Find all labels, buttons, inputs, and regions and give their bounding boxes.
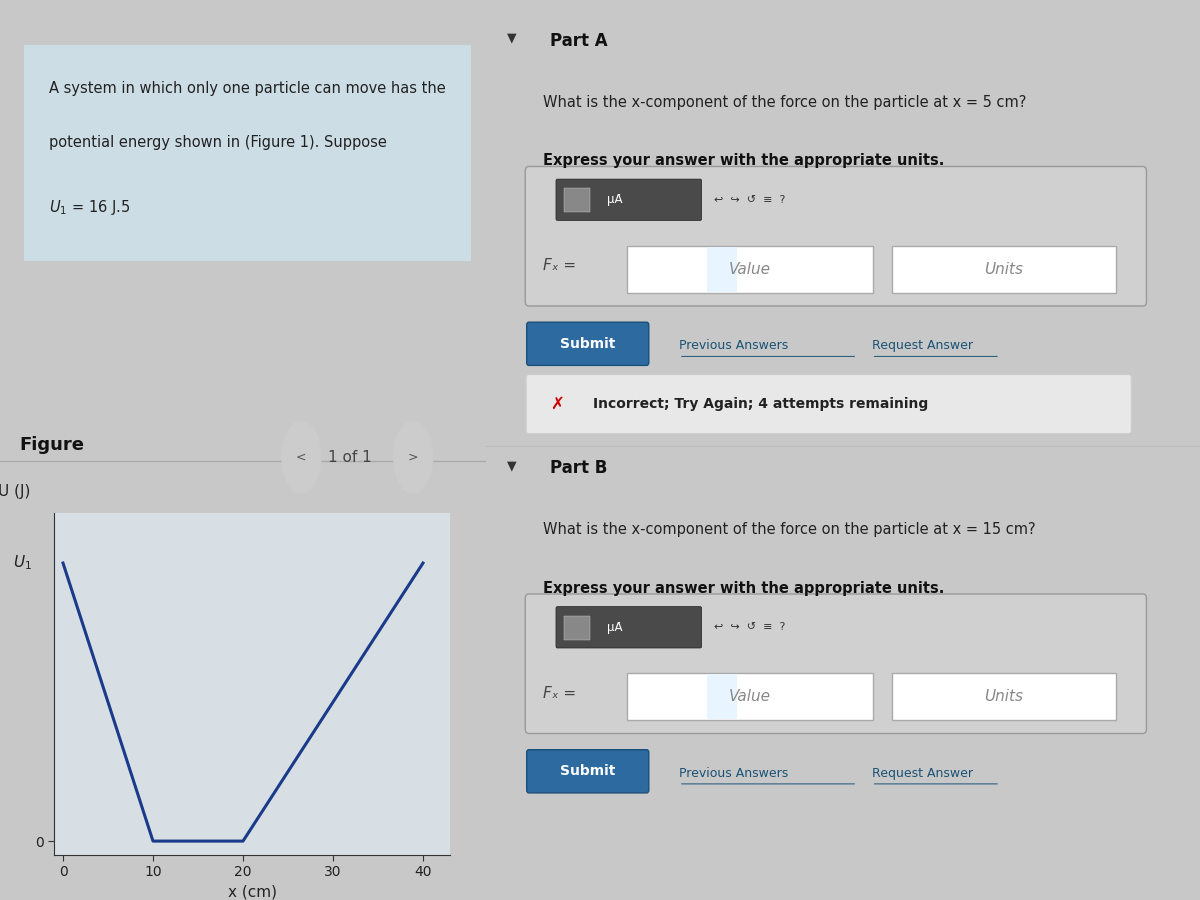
Text: μȦ: μȦ xyxy=(607,194,623,206)
Text: <: < xyxy=(296,451,306,464)
Text: Request Answer: Request Answer xyxy=(871,339,972,352)
Text: Part A: Part A xyxy=(551,32,608,50)
Text: Value: Value xyxy=(730,262,772,276)
Text: What is the x-component of the force on the particle at x = 5 cm?: What is the x-component of the force on … xyxy=(544,94,1026,110)
X-axis label: x (cm): x (cm) xyxy=(228,885,276,900)
FancyBboxPatch shape xyxy=(892,246,1116,292)
FancyBboxPatch shape xyxy=(564,188,590,212)
Text: A system in which only one particle can move has the: A system in which only one particle can … xyxy=(49,81,445,96)
Text: ▼: ▼ xyxy=(508,459,517,472)
FancyBboxPatch shape xyxy=(526,166,1146,306)
Text: Express your answer with the appropriate units.: Express your answer with the appropriate… xyxy=(544,153,944,168)
Text: ↩  ↪  ↺  ≡  ?: ↩ ↪ ↺ ≡ ? xyxy=(714,194,786,205)
Text: >: > xyxy=(408,451,419,464)
FancyBboxPatch shape xyxy=(892,673,1116,720)
Text: μȦ: μȦ xyxy=(607,621,623,634)
Text: Units: Units xyxy=(984,689,1024,704)
Text: ↩  ↪  ↺  ≡  ?: ↩ ↪ ↺ ≡ ? xyxy=(714,622,786,633)
Text: Express your answer with the appropriate units.: Express your answer with the appropriate… xyxy=(544,580,944,596)
FancyBboxPatch shape xyxy=(527,322,649,365)
Y-axis label: U (J): U (J) xyxy=(0,484,30,500)
Text: 1 of 1: 1 of 1 xyxy=(328,450,372,464)
Text: Figure: Figure xyxy=(19,436,84,454)
Circle shape xyxy=(394,421,432,493)
Text: Previous Answers: Previous Answers xyxy=(679,767,788,779)
FancyBboxPatch shape xyxy=(707,247,737,292)
FancyBboxPatch shape xyxy=(564,616,590,640)
Text: Value: Value xyxy=(730,689,772,704)
FancyBboxPatch shape xyxy=(24,45,472,261)
FancyBboxPatch shape xyxy=(707,674,737,719)
Text: Fₓ =: Fₓ = xyxy=(544,258,576,273)
Circle shape xyxy=(282,421,320,493)
FancyBboxPatch shape xyxy=(526,594,1146,733)
Text: Previous Answers: Previous Answers xyxy=(679,339,788,352)
Text: ▼: ▼ xyxy=(508,32,517,44)
Text: potential energy shown in (Figure 1). Suppose: potential energy shown in (Figure 1). Su… xyxy=(49,135,386,150)
FancyBboxPatch shape xyxy=(527,750,649,793)
Text: ✗: ✗ xyxy=(551,395,564,413)
Text: What is the x-component of the force on the particle at x = 15 cm?: What is the x-component of the force on … xyxy=(544,522,1036,537)
Text: Incorrect; Try Again; 4 attempts remaining: Incorrect; Try Again; 4 attempts remaini… xyxy=(593,397,929,411)
FancyBboxPatch shape xyxy=(628,246,872,292)
Text: Fₓ =: Fₓ = xyxy=(544,686,576,700)
Text: Submit: Submit xyxy=(560,764,616,778)
Text: Submit: Submit xyxy=(560,337,616,351)
Text: $U_1$: $U_1$ xyxy=(13,554,31,572)
FancyBboxPatch shape xyxy=(556,607,702,648)
FancyBboxPatch shape xyxy=(556,179,702,220)
Text: $U_1$ = 16 J.5: $U_1$ = 16 J.5 xyxy=(49,198,130,217)
Text: Request Answer: Request Answer xyxy=(871,767,972,779)
FancyBboxPatch shape xyxy=(526,374,1132,434)
FancyBboxPatch shape xyxy=(628,673,872,720)
Text: Part B: Part B xyxy=(551,459,607,477)
Text: Units: Units xyxy=(984,262,1024,276)
